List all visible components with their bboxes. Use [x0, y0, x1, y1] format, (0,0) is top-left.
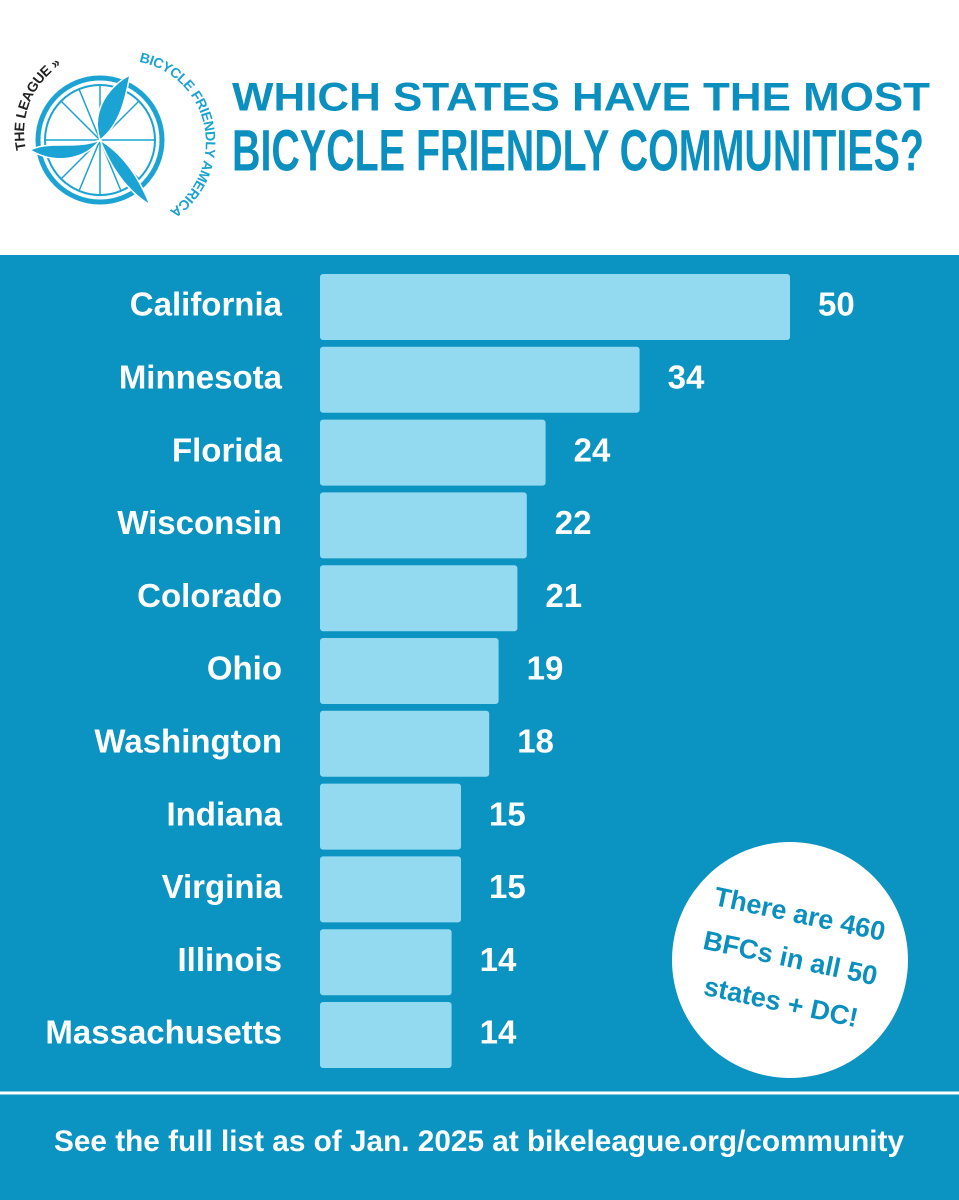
bar: [320, 710, 490, 777]
wings: [28, 73, 152, 207]
value-label: 18: [517, 723, 554, 760]
bar: [320, 1002, 452, 1068]
category-label: Indiana: [166, 795, 282, 832]
category-label: Ohio: [207, 650, 282, 687]
title-line-1: WHICH STATES HAVE THE MOST: [232, 76, 930, 120]
footer: See the full list as of Jan. 2025 at bik…: [54, 1125, 904, 1158]
bar: [320, 492, 527, 559]
value-label: 34: [668, 359, 705, 396]
bar: [320, 856, 461, 923]
value-label: 21: [545, 577, 582, 614]
bar: [320, 638, 499, 704]
category-label: Massachusetts: [45, 1014, 282, 1051]
value-label: 22: [555, 504, 592, 541]
value-label: 19: [527, 650, 564, 687]
callout-circle: [672, 842, 908, 1078]
title-line-2: BICYCLE FRIENDLY COMMUNITIES?: [232, 118, 924, 183]
category-label: Colorado: [137, 577, 282, 614]
bar: [320, 565, 518, 632]
bar: [320, 419, 546, 486]
bars: California 50 Minnesota 34 Florida 24 Wisconsi…: [45, 274, 855, 1068]
wheel: [35, 75, 165, 205]
bar: [320, 929, 452, 996]
bar: [320, 274, 790, 340]
category-label: Virginia: [162, 868, 283, 905]
category-label: California: [130, 286, 283, 323]
value-label: 14: [480, 1014, 517, 1051]
bar: [320, 346, 640, 413]
value-label: 15: [489, 795, 526, 832]
value-label: 24: [574, 431, 611, 468]
category-label: Florida: [172, 431, 283, 468]
value-label: 14: [480, 941, 517, 978]
value-label: 15: [489, 868, 526, 905]
category-label: Wisconsin: [117, 504, 282, 541]
category-label: Illinois: [177, 941, 282, 978]
callout: There are 460 BFCs in all 50 states + DC…: [672, 842, 908, 1078]
bar: [320, 783, 461, 850]
category-label: Washington: [94, 723, 282, 760]
category-label: Minnesota: [119, 359, 283, 396]
value-label: 50: [818, 286, 855, 323]
